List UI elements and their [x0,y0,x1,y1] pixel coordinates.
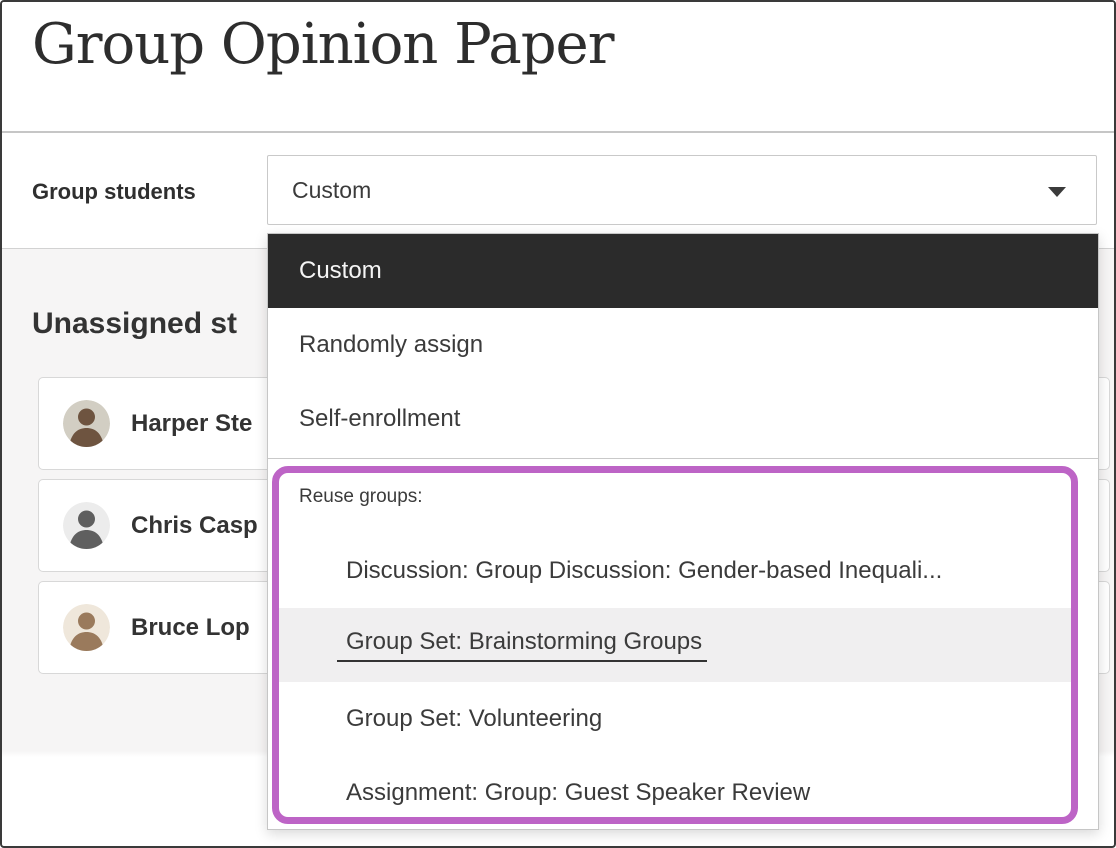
avatar [63,604,110,651]
avatar [63,502,110,549]
menu-item-reuse-discussion[interactable]: Discussion: Group Discussion: Gender-bas… [346,557,943,584]
menu-item-reuse-guest-speaker-review[interactable]: Assignment: Group: Guest Speaker Review [346,779,811,806]
chevron-down-icon [1048,187,1066,197]
select-value: Custom [292,176,372,203]
avatar [63,400,110,447]
group-students-label: Group students [32,179,196,204]
menu-item-self-enrollment[interactable]: Self-enrollment [299,405,461,432]
student-name: Harper Ste [131,410,253,437]
group-students-select[interactable]: Custom [267,155,1097,225]
menu-item-randomly-assign[interactable]: Randomly assign [299,331,484,358]
menu-item-custom[interactable]: Custom [268,234,1098,308]
group-students-dropdown-menu: Custom Randomly assign Self-enrollment R… [267,233,1099,830]
page-title: Group Opinion Paper [32,12,614,77]
student-name: Bruce Lop [131,614,250,641]
section-heading: Unassigned st [32,307,238,340]
page-header: Group Opinion Paper [2,2,1114,133]
menu-item-reuse-brainstorming-groups[interactable]: Group Set: Brainstorming Groups [279,608,1075,682]
menu-separator [268,458,1098,459]
menu-item-reuse-volunteering[interactable]: Group Set: Volunteering [346,705,603,732]
reuse-groups-label: Reuse groups: [299,486,423,507]
student-name: Chris Casp [131,512,258,539]
